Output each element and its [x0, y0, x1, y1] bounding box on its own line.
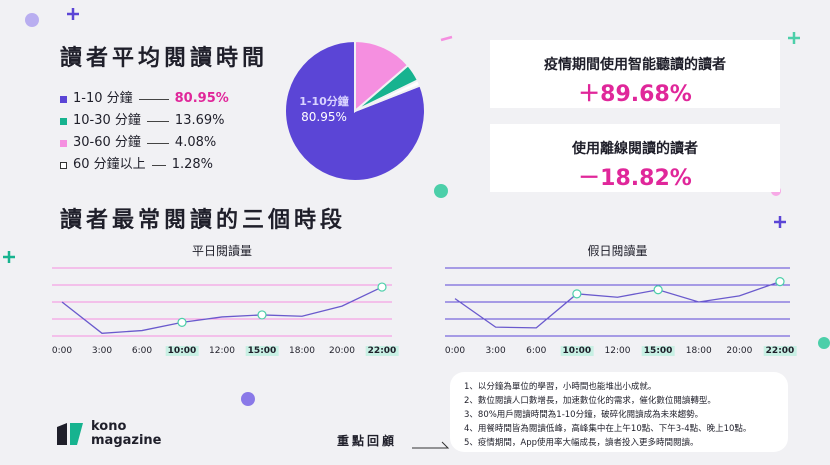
legend-swatch [60, 95, 67, 103]
data-point [653, 285, 663, 295]
legend-value: 4.08% [174, 135, 217, 150]
section-title-reading-periods: 讀者最常閱讀的三個時段 [60, 208, 347, 233]
legend-dash [151, 164, 166, 166]
stat-value: ＋89.68% [578, 82, 692, 107]
note-item: 1、以分鐘為單位的學習，小時間也能堆出小成就。 [464, 382, 657, 392]
chart-title-weekday: 平日閱讀量 [191, 244, 252, 258]
legend-value: 80.95% [174, 91, 229, 106]
stat-card-offline-reading: 使用離線閱讀的讀者 －18.82% [490, 124, 780, 192]
legend-dash [146, 120, 169, 122]
legend-item: 60 分鐘以上 1.28% [60, 154, 229, 176]
stat-value: －18.82% [578, 166, 692, 191]
x-tick-label: 10:00 [560, 346, 594, 356]
pie-label-value: 80.95% [301, 110, 347, 124]
decor-plus [67, 8, 79, 20]
data-point [177, 317, 187, 328]
x-tick-label: 10:00 [165, 346, 199, 356]
x-tick-label: 3:00 [91, 346, 113, 356]
data-point [572, 289, 582, 299]
legend-item: 10-30 分鐘 13.69% [60, 110, 229, 132]
pie-label-name: 1-10分鐘 [299, 94, 349, 108]
legend-label: 10-30 分鐘 [73, 113, 141, 128]
legend-swatch [60, 117, 67, 125]
x-tick-label: 18:00 [685, 346, 712, 356]
decor-dash [440, 35, 453, 42]
decor-plus [774, 216, 786, 228]
pie-slice [354, 39, 410, 114]
legend-item: 30-60 分鐘 4.08% [60, 132, 229, 154]
brand-line2: magazine [91, 433, 162, 448]
x-tick-label: 3:00 [485, 346, 506, 356]
brand-line1: kono [91, 419, 127, 434]
line-chart-weekday [52, 267, 392, 337]
x-tick-label: 12:00 [604, 346, 631, 356]
decor-circle [434, 184, 448, 198]
x-axis-weekday: 0:00 3:00 6:00 10:00 12:00 15:00 18:00 20:00 22:… [51, 346, 399, 360]
legend-value: 13.69% [174, 113, 225, 128]
stat-card-smart-listening: 疫情期間使用智能聽讀的讀者 ＋89.68% [490, 40, 780, 108]
legend-label: 1-10 分鐘 [73, 91, 133, 106]
decor-circle [241, 392, 255, 406]
stat-label: 疫情期間使用智能聽讀的讀者 [544, 57, 726, 73]
chart-title-holiday: 假日閱讀量 [587, 244, 648, 258]
decor-circle [818, 337, 830, 349]
pie-slice [354, 78, 422, 112]
legend-dash [146, 142, 169, 144]
data-point [377, 282, 387, 292]
legend-item: 1-10 分鐘 80.95% [60, 88, 229, 110]
review-label: 重點回顧 [337, 434, 398, 448]
kono-logo: kono magazine [55, 420, 162, 448]
x-axis-holiday: 0:00 3:00 6:00 10:00 12:00 15:00 18:00 20:00 22:… [444, 346, 797, 360]
kono-logo-icon [57, 423, 83, 445]
x-tick-label: 12:00 [209, 346, 235, 356]
pie-chart: 1-10分鐘 80.95% [284, 39, 426, 182]
decor-plus [3, 251, 15, 263]
section-title-reading-time: 讀者平均閱讀時間 [60, 46, 269, 71]
arrow-right-icon [412, 441, 450, 449]
note-item: 5、疫情期間，App使用率大幅成長，讀者投入更多時間閱讀。 [464, 438, 699, 448]
note-item: 4、用餐時間皆為閱讀低峰，高峰集中在上午10點、下午3-4點、晚上10點。 [464, 424, 752, 434]
x-tick-label: 15:00 [245, 346, 279, 356]
data-point [775, 277, 785, 287]
x-tick-label: 0:00 [444, 346, 466, 356]
legend-label: 60 分鐘以上 [73, 157, 146, 172]
x-tick-label: 6:00 [526, 346, 547, 356]
decor-circle [25, 13, 39, 27]
x-tick-label: 6:00 [131, 346, 153, 356]
series-line [454, 280, 781, 329]
stat-label: 使用離線閱讀的讀者 [572, 141, 698, 157]
legend-dash [138, 98, 169, 100]
x-tick-label: 20:00 [329, 346, 355, 356]
line-chart-holiday [445, 267, 790, 337]
legend-swatch [60, 161, 67, 169]
data-point [257, 310, 267, 320]
x-tick-label: 15:00 [641, 346, 675, 356]
x-tick-label: 22:00 [365, 346, 399, 356]
x-tick-label: 18:00 [289, 346, 315, 356]
legend-label: 30-60 分鐘 [73, 135, 141, 150]
x-tick-label: 22:00 [763, 346, 797, 356]
key-notes-box: 1、以分鐘為單位的學習，小時間也能堆出小成就。 2、數位閱讀人口數增長，加速數位… [450, 372, 788, 452]
series-line [61, 286, 383, 334]
note-item: 2、數位閱讀人口數增長，加速數位化的需求，催化數位閱讀轉型。 [464, 396, 716, 406]
legend-swatch [60, 139, 67, 147]
x-tick-label: 20:00 [726, 346, 753, 356]
decor-plus [788, 32, 800, 44]
legend-value: 1.28% [171, 157, 213, 172]
pie-legend: 1-10 分鐘 80.95% 10-30 分鐘 13.69% 30-60 分鐘 … [60, 88, 229, 176]
note-item: 3、80%用戶閱讀時間為1-10分鐘，破碎化閱讀成為未來趨勢。 [464, 410, 704, 420]
x-tick-label: 0:00 [51, 346, 73, 356]
